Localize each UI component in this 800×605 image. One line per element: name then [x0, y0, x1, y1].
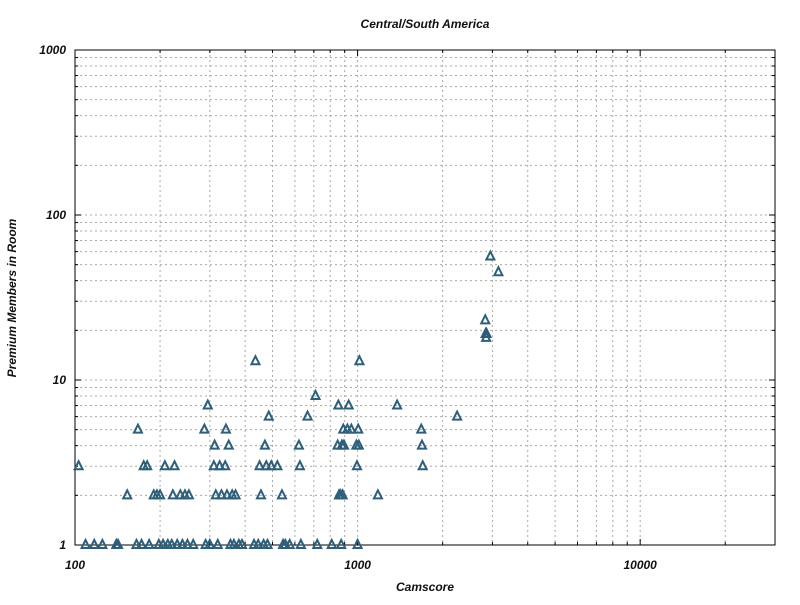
data-point [259, 438, 271, 450]
data-point [167, 488, 179, 500]
data-point [209, 438, 221, 450]
data-point [171, 537, 183, 549]
data-point [143, 537, 155, 549]
data-point [166, 537, 178, 549]
data-point [353, 353, 366, 366]
data-point [261, 537, 274, 549]
data-point [351, 459, 363, 471]
data-point [253, 459, 266, 471]
data-point [345, 422, 357, 434]
data-point [265, 459, 277, 471]
data-point [353, 438, 365, 450]
data-point [112, 537, 124, 549]
data-point [229, 488, 242, 500]
data-point [284, 537, 296, 549]
data-point [372, 488, 384, 500]
data-point [480, 326, 493, 339]
data-point [221, 488, 233, 500]
data-point [215, 488, 228, 500]
data-point [121, 488, 133, 500]
data-point [219, 459, 231, 471]
data-point [293, 438, 305, 450]
data-point [295, 537, 307, 549]
data-point [263, 409, 275, 421]
y-tick-label: 1000 [39, 43, 66, 57]
data-point [187, 537, 199, 549]
data-point [168, 459, 181, 471]
data-point [309, 388, 322, 400]
data-point [301, 409, 314, 421]
data-point [212, 537, 224, 549]
data-point [73, 459, 85, 471]
x-tick-label: 10000 [623, 558, 657, 572]
data-point [79, 537, 92, 549]
data-point [252, 537, 264, 549]
data-point [391, 398, 403, 410]
x-tick-label: 1000 [344, 558, 371, 572]
y-axis-label: Premium Members in Room [5, 218, 19, 377]
grid-lines [75, 50, 775, 545]
data-point [223, 438, 235, 450]
data-point [236, 537, 248, 549]
data-point [351, 537, 364, 549]
data-point [479, 313, 491, 325]
data-point [214, 459, 226, 471]
data-point [492, 264, 505, 277]
data-point [451, 409, 463, 421]
data-point [249, 353, 262, 366]
data-point [202, 398, 214, 410]
data-point [276, 488, 288, 500]
data-point [336, 488, 349, 500]
data-points [73, 249, 505, 549]
axis-ticks: 100 1000 10000 1 10 100 1000 [39, 43, 775, 572]
data-point [335, 537, 347, 549]
data-point [198, 422, 211, 434]
data-point [311, 537, 323, 549]
data-point [96, 537, 109, 549]
data-point [181, 537, 194, 549]
data-point [204, 537, 216, 549]
x-axis-label: Camscore [396, 580, 454, 594]
data-point [417, 459, 429, 471]
data-point [135, 537, 148, 549]
chart-title: Central/South America [361, 17, 490, 31]
data-point [352, 422, 364, 434]
data-point [183, 488, 195, 500]
data-point [255, 488, 267, 500]
x-tick-label: 100 [65, 558, 85, 572]
data-point [208, 459, 220, 471]
data-point [88, 537, 100, 549]
data-point [326, 537, 338, 549]
data-point [159, 459, 171, 471]
plot-frame [74, 49, 776, 546]
data-point [332, 398, 344, 410]
data-point [484, 249, 496, 261]
y-tick-label: 100 [46, 208, 66, 222]
data-point [343, 398, 355, 410]
data-point [154, 488, 166, 500]
data-point [141, 459, 153, 471]
data-point [415, 422, 427, 434]
data-point [132, 422, 144, 434]
data-point [210, 488, 222, 500]
data-point [416, 438, 428, 450]
data-point [338, 438, 350, 450]
data-point [220, 422, 232, 434]
data-point [271, 459, 283, 471]
y-tick-label: 1 [59, 538, 66, 552]
data-point [294, 459, 306, 471]
y-tick-label: 10 [53, 373, 67, 387]
